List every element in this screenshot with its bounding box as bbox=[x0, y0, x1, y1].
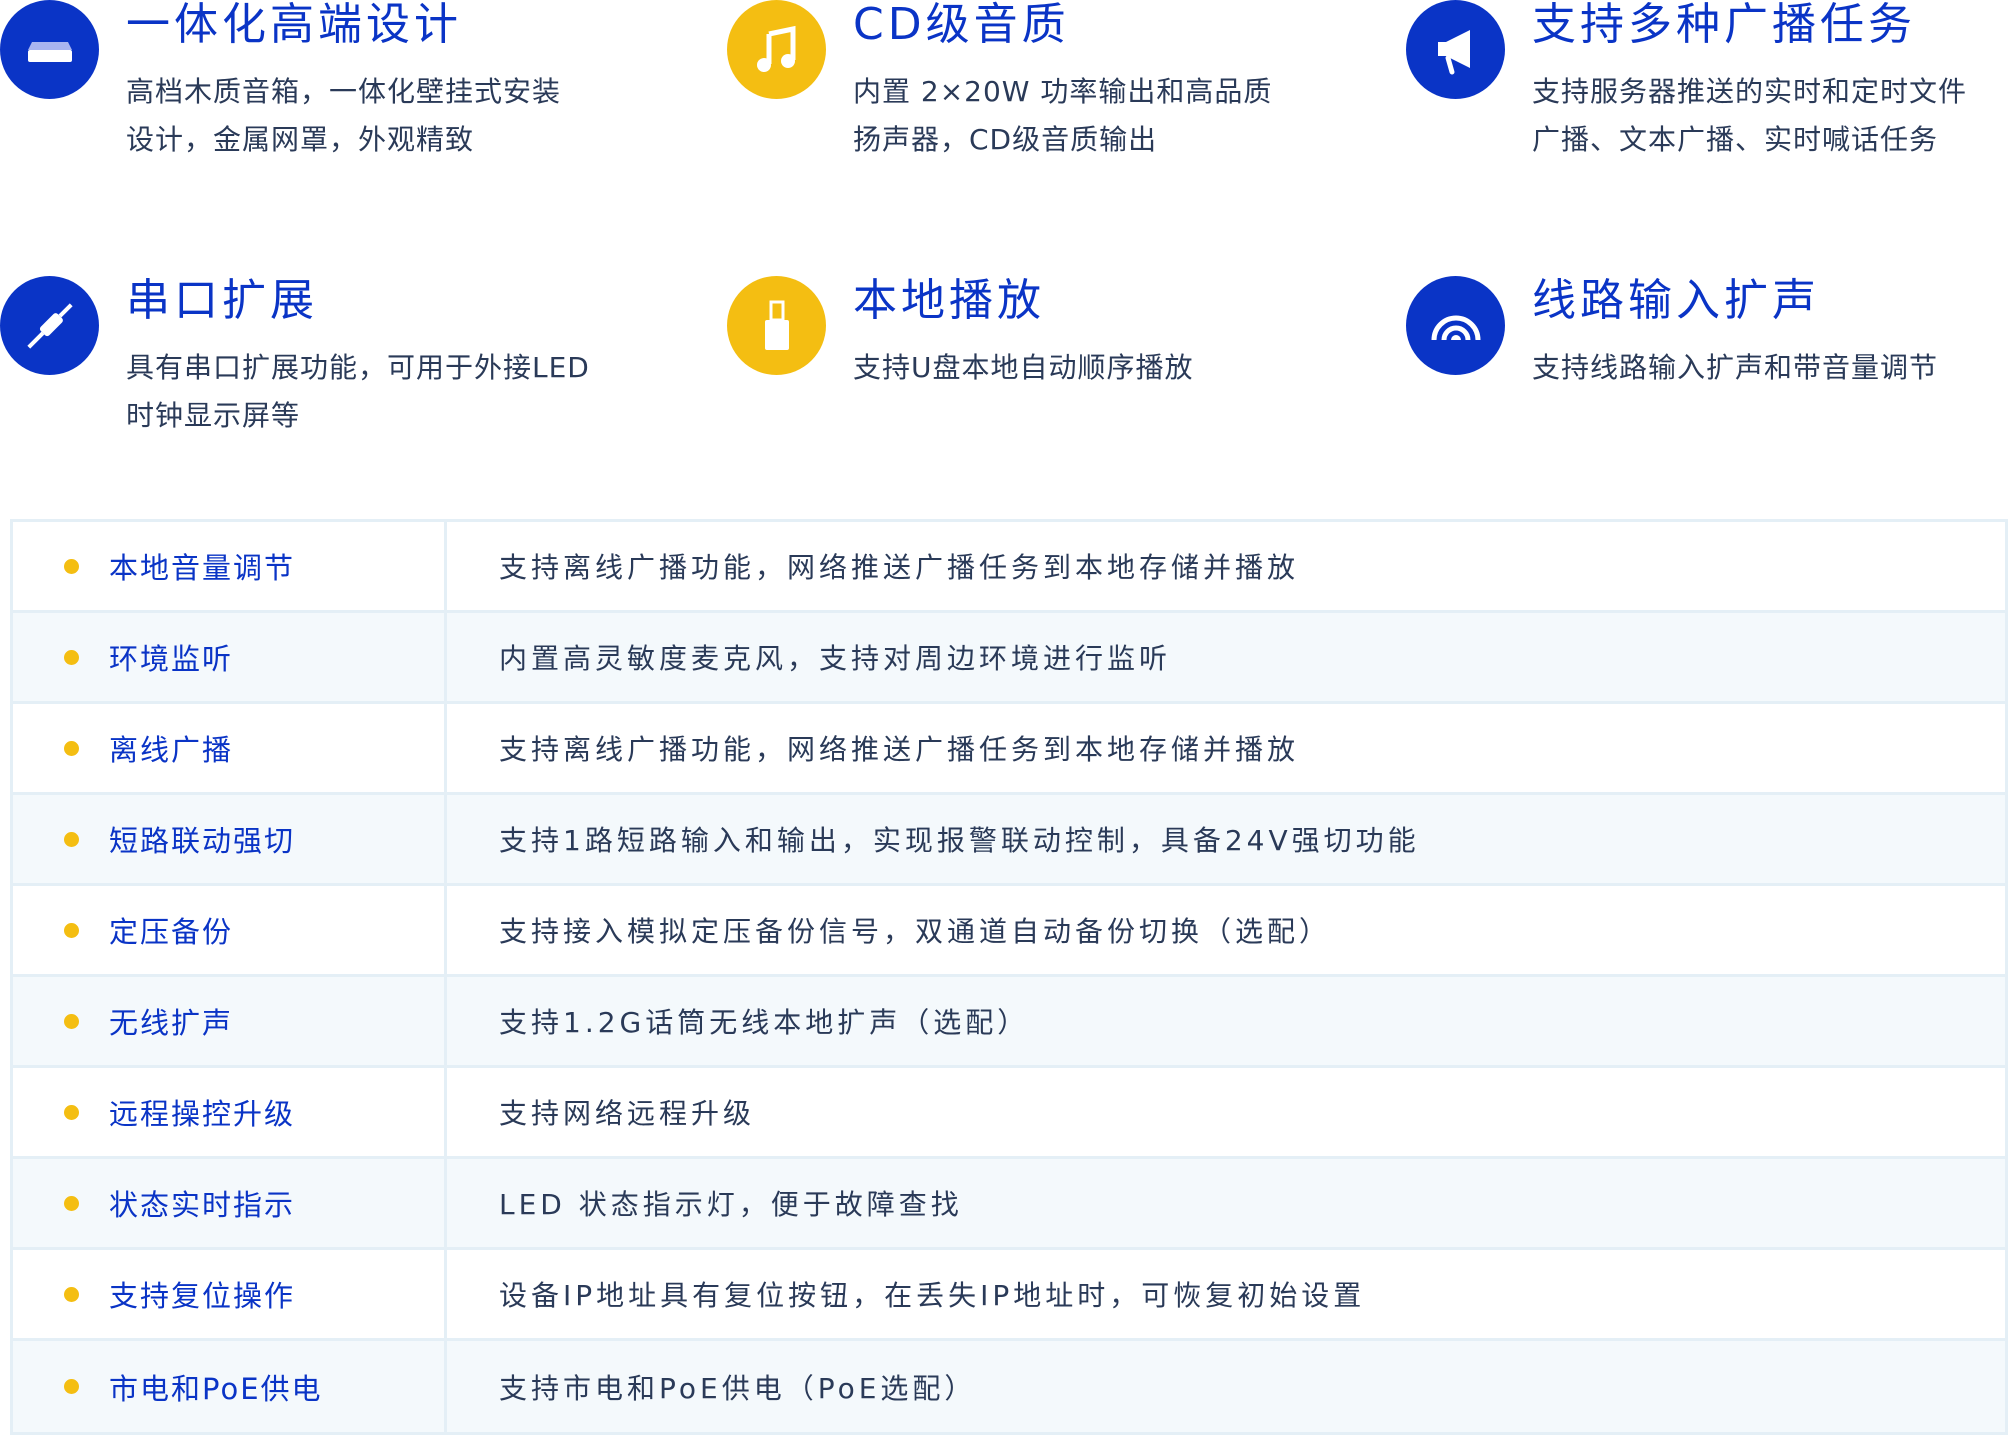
spec-label-cell: 市电和PoE供电 bbox=[13, 1341, 447, 1432]
spec-label: 离线广播 bbox=[109, 733, 234, 767]
feature-title: 线路输入扩声 bbox=[1532, 275, 1820, 326]
feature-title: 本地播放 bbox=[853, 275, 1045, 326]
table-row: 环境监听 内置高灵敏度麦克风，支持对周边环境进行监听 bbox=[13, 613, 2005, 704]
spec-desc: LED 状态指示灯，便于故障查找 bbox=[499, 1188, 963, 1221]
spec-desc: 支持离线广播功能，网络推送广播任务到本地存储并播放 bbox=[499, 733, 1300, 766]
usb-drive-icon bbox=[727, 276, 826, 375]
spec-label: 状态实时指示 bbox=[109, 1188, 296, 1222]
table-row: 短路联动强切 支持1路短路输入和输出，实现报警联动控制，具备24V强切功能 bbox=[13, 795, 2005, 886]
feature-title: 一体化高端设计 bbox=[126, 0, 462, 50]
feature-desc: 支持U盘本地自动顺序播放 bbox=[853, 351, 1194, 384]
feature-broadcast-tasks: 支持多种广播任务 支持服务器推送的实时和定时文件 广播、文本广播、实时喊话任务 bbox=[1406, 0, 2012, 200]
table-row: 无线扩声 支持1.2G话筒无线本地扩声（选配） bbox=[13, 977, 2005, 1068]
table-row: 离线广播 支持离线广播功能，网络推送广播任务到本地存储并播放 bbox=[13, 704, 2005, 795]
signal-icon bbox=[1406, 276, 1505, 375]
feature-desc: 具有串口扩展功能，可用于外接LED 时钟显示屏等 bbox=[126, 351, 590, 432]
spec-label-cell: 定压备份 bbox=[13, 886, 447, 974]
spec-desc: 支持1路短路输入和输出，实现报警联动控制，具备24V强切功能 bbox=[499, 824, 1420, 857]
spec-label-cell: 离线广播 bbox=[13, 704, 447, 792]
feature-cd-quality: CD级音质 内置 2×20W 功率输出和高品质 扬声器，CD级音质输出 bbox=[727, 0, 1367, 200]
bullet-icon bbox=[64, 831, 79, 847]
spec-desc: 内置高灵敏度麦克风，支持对周边环境进行监听 bbox=[499, 642, 1172, 675]
megaphone-icon bbox=[1406, 0, 1505, 99]
bullet-icon bbox=[64, 922, 79, 938]
feature-line-input: 线路输入扩声 支持线路输入扩声和带音量调节 bbox=[1406, 275, 2012, 476]
spec-desc: 支持市电和PoE供电（PoE选配） bbox=[499, 1371, 977, 1405]
bullet-icon bbox=[64, 1195, 79, 1211]
feature-title: 串口扩展 bbox=[126, 275, 318, 326]
bullet-icon bbox=[64, 1286, 79, 1302]
feature-title: CD级音质 bbox=[853, 0, 1070, 50]
table-row: 状态实时指示 LED 状态指示灯，便于故障查找 bbox=[13, 1159, 2005, 1250]
music-note-icon bbox=[727, 0, 826, 99]
feature-title: 支持多种广播任务 bbox=[1532, 0, 1916, 50]
table-row: 远程操控升级 支持网络远程升级 bbox=[13, 1068, 2005, 1159]
feature-local-playback: 本地播放 支持U盘本地自动顺序播放 bbox=[727, 275, 1367, 476]
spec-desc: 支持网络远程升级 bbox=[499, 1097, 756, 1130]
spec-label: 市电和PoE供电 bbox=[109, 1371, 323, 1406]
spec-desc: 支持离线广播功能，网络推送广播任务到本地存储并播放 bbox=[499, 551, 1300, 584]
spec-label-cell: 环境监听 bbox=[13, 613, 447, 701]
spec-label-cell: 远程操控升级 bbox=[13, 1068, 447, 1156]
feature-desc: 支持服务器推送的实时和定时文件 广播、文本广播、实时喊话任务 bbox=[1532, 75, 1968, 156]
table-row: 市电和PoE供电 支持市电和PoE供电（PoE选配） bbox=[13, 1341, 2005, 1432]
bullet-icon bbox=[64, 740, 79, 756]
spec-label: 远程操控升级 bbox=[109, 1097, 296, 1131]
spec-table: 本地音量调节 支持离线广播功能，网络推送广播任务到本地存储并播放 环境监听 内置高灵敏… bbox=[10, 519, 2008, 1435]
spec-label: 短路联动强切 bbox=[109, 824, 296, 858]
speaker-box-icon bbox=[0, 0, 99, 99]
bullet-icon bbox=[64, 1013, 79, 1029]
spec-label-cell: 无线扩声 bbox=[13, 977, 447, 1065]
spec-label: 定压备份 bbox=[109, 915, 234, 949]
bullet-icon bbox=[64, 558, 79, 574]
bullet-icon bbox=[64, 649, 79, 665]
feature-desc: 内置 2×20W 功率输出和高品质 扬声器，CD级音质输出 bbox=[853, 75, 1273, 156]
table-row: 本地音量调节 支持离线广播功能，网络推送广播任务到本地存储并播放 bbox=[13, 522, 2005, 613]
spec-label: 无线扩声 bbox=[109, 1006, 234, 1040]
spec-desc: 设备IP地址具有复位按钮，在丢失IP地址时，可恢复初始设置 bbox=[499, 1279, 1366, 1312]
feature-integrated-design: 一体化高端设计 高档木质音箱，一体化壁挂式安装 设计，金属网罩，外观精致 bbox=[0, 0, 640, 200]
table-row: 支持复位操作 设备IP地址具有复位按钮，在丢失IP地址时，可恢复初始设置 bbox=[13, 1250, 2005, 1341]
bullet-icon bbox=[64, 1104, 79, 1120]
feature-desc: 支持线路输入扩声和带音量调节 bbox=[1532, 351, 1939, 384]
spec-label: 支持复位操作 bbox=[109, 1279, 296, 1313]
spec-label: 环境监听 bbox=[109, 642, 234, 676]
spec-label: 本地音量调节 bbox=[109, 551, 296, 585]
spec-label-cell: 本地音量调节 bbox=[13, 522, 447, 610]
spec-label-cell: 短路联动强切 bbox=[13, 795, 447, 883]
spec-desc: 支持接入模拟定压备份信号，双通道自动备份切换（选配） bbox=[499, 915, 1332, 948]
spec-label-cell: 状态实时指示 bbox=[13, 1159, 447, 1247]
table-row: 定压备份 支持接入模拟定压备份信号，双通道自动备份切换（选配） bbox=[13, 886, 2005, 977]
spec-desc: 支持1.2G话筒无线本地扩声（选配） bbox=[499, 1006, 1030, 1039]
spec-label-cell: 支持复位操作 bbox=[13, 1250, 447, 1338]
feature-serial-expansion: 串口扩展 具有串口扩展功能，可用于外接LED 时钟显示屏等 bbox=[0, 275, 640, 476]
bullet-icon bbox=[64, 1379, 79, 1394]
feature-desc: 高档木质音箱，一体化壁挂式安装 设计，金属网罩，外观精致 bbox=[126, 75, 562, 156]
plug-icon bbox=[0, 276, 99, 375]
